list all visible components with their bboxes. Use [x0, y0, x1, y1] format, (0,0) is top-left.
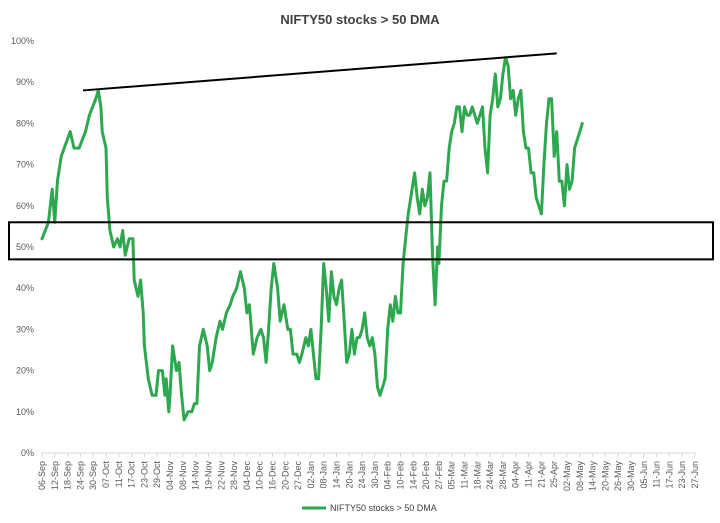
x-tick-label: 18-Mar — [472, 461, 482, 490]
x-tick-label: 11-Apr — [524, 461, 534, 487]
x-tick-label: 28-Mar — [498, 461, 508, 490]
x-tick-label: 16-Dec — [267, 461, 277, 491]
x-tick-label: 06-Sep — [37, 461, 47, 490]
x-tick-label: 24-Mar — [485, 461, 495, 490]
y-tick-label: 80% — [16, 118, 34, 128]
legend-label: NIFTY50 stocks > 50 DMA — [330, 503, 437, 513]
x-tick-label: 04-Dec — [242, 461, 252, 491]
x-tick-label: 05-Jun — [639, 461, 649, 489]
y-tick-label: 50% — [16, 242, 34, 252]
x-tick-label: 18-Sep — [63, 461, 73, 490]
y-tick-label: 20% — [16, 366, 34, 376]
x-tick-label: 24-Jan — [357, 461, 367, 489]
x-tick-label: 11-Mar — [460, 461, 470, 489]
support-band-box — [8, 221, 714, 261]
x-tick-label: 22-Nov — [216, 461, 226, 491]
x-tick-label: 30-Sep — [88, 461, 98, 490]
x-tick-label: 02-Jan — [306, 461, 316, 489]
x-tick-label: 11-Jun — [652, 461, 662, 488]
x-tick-label: 14-May — [588, 461, 598, 492]
x-tick-label: 08-Jan — [319, 461, 329, 489]
annotations — [8, 52, 714, 261]
x-tick-label: 17-Jun — [664, 461, 674, 489]
axes: 0%10%20%30%40%50%60%70%80%90%100%06-Sep 1… — [11, 36, 700, 491]
series-layer — [40, 56, 584, 422]
x-tick-label: 11-Oct — [114, 461, 124, 488]
y-tick-label: 100% — [11, 36, 34, 46]
x-tick-label: 23-Oct — [139, 461, 149, 489]
x-tick-label: 02-May — [562, 461, 572, 492]
y-tick-label: 40% — [16, 283, 34, 293]
x-tick-label: 28-Nov — [229, 461, 239, 491]
trendline — [82, 52, 557, 92]
x-tick-label: 20-Feb — [421, 461, 431, 490]
x-tick-label: 21-Apr — [536, 461, 546, 488]
x-tick-label: 14-Feb — [408, 461, 418, 490]
x-tick-label: 04-Apr — [511, 461, 521, 488]
x-tick-label: 07-Oct — [101, 461, 111, 489]
x-tick-label: 23-Jun — [677, 461, 687, 489]
x-tick-label: 27-Jun — [690, 461, 700, 489]
x-tick-label: 05-Mar — [447, 461, 457, 490]
series-line — [40, 56, 584, 422]
x-tick-label: 30-Jan — [370, 461, 380, 489]
x-tick-label: 04-Feb — [383, 461, 393, 490]
x-tick-label: 10-Feb — [396, 461, 406, 490]
x-tick-label: 29-Oct — [152, 461, 162, 489]
x-tick-label: 08-Nov — [178, 461, 188, 491]
y-tick-label: 30% — [16, 324, 34, 334]
x-tick-label: 30-May — [626, 461, 636, 492]
y-tick-label: 90% — [16, 77, 34, 87]
x-tick-label: 19-Nov — [203, 461, 213, 491]
legend: NIFTY50 stocks > 50 DMA — [302, 503, 437, 513]
x-tick-label: 14-Nov — [191, 461, 201, 491]
chart-title: NIFTY50 stocks > 50 DMA — [280, 12, 440, 27]
x-tick-label: 20-May — [600, 461, 610, 492]
x-tick-label: 24-Sep — [75, 461, 85, 490]
x-tick-label: 08-May — [575, 461, 585, 492]
x-tick-label: 14-Jan — [331, 461, 341, 489]
y-tick-label: 70% — [16, 160, 34, 170]
x-tick-label: 27-Dec — [293, 461, 303, 491]
y-tick-label: 10% — [16, 407, 34, 417]
x-tick-label: 12-Sep — [50, 461, 60, 490]
x-tick-label: 04-Nov — [165, 461, 175, 491]
x-tick-label: 17-Oct — [127, 461, 137, 489]
x-tick-label: 26-May — [613, 461, 623, 492]
x-tick-label: 27-Feb — [434, 461, 444, 490]
x-tick-label: 20-Jan — [344, 461, 354, 489]
x-tick-label: 20-Dec — [280, 461, 290, 491]
y-tick-label: 60% — [16, 201, 34, 211]
y-tick-label: 0% — [21, 448, 34, 458]
x-tick-label: 10-Dec — [255, 461, 265, 491]
x-tick-label: 25-Apr — [549, 461, 559, 488]
